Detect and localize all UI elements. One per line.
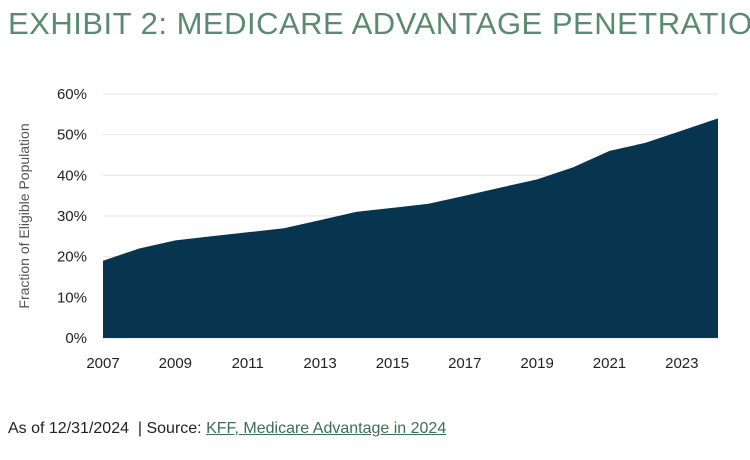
as-of-date: As of 12/31/2024 [8, 420, 129, 437]
x-tick-label: 2011 [232, 355, 264, 372]
y-axis-label: Fraction of Eligible Population [16, 123, 32, 308]
x-tick-label: 2021 [593, 355, 626, 372]
y-tick-label: 40% [57, 167, 87, 184]
exhibit-title: EXHIBIT 2: MEDICARE ADVANTAGE PENETRATIO… [8, 6, 750, 41]
y-tick-label: 20% [57, 249, 87, 266]
footer: As of 12/31/2024 | Source: KFF, Medicare… [8, 420, 446, 438]
x-axis-ticks: 2007 2009 2011 2013 2015 2017 2019 2021 2023 [86, 355, 698, 372]
x-tick-label: 2015 [376, 355, 409, 372]
area-series [103, 118, 718, 339]
area-chart: 0% 10% 20% 30% 40% 50% 60% 2007 2009 2011 2013 201… [16, 86, 718, 372]
source-separator: | Source: [128, 420, 207, 437]
y-tick-label: 0% [65, 330, 87, 347]
x-tick-label: 2023 [665, 355, 698, 372]
x-tick-label: 2009 [159, 355, 192, 372]
x-tick-label: 2017 [448, 355, 481, 372]
source-link[interactable]: KFF, Medicare Advantage in 2024 [206, 420, 447, 437]
y-tick-label: 30% [57, 208, 87, 225]
y-axis-ticks: 0% 10% 20% 30% 40% 50% 60% [57, 86, 87, 347]
y-tick-label: 50% [57, 127, 87, 144]
x-tick-label: 2019 [520, 355, 553, 372]
y-tick-label: 60% [57, 86, 87, 103]
x-tick-label: 2007 [86, 355, 119, 372]
x-tick-label: 2013 [303, 355, 336, 372]
y-tick-label: 10% [57, 289, 87, 306]
